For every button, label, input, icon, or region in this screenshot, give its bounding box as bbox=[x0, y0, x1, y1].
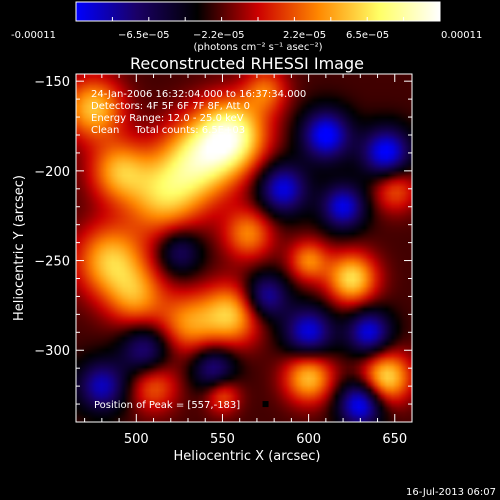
chart-title: Reconstructed RHESSI Image bbox=[130, 54, 364, 73]
annotation-time-range: 24-Jan-2006 16:32:04.000 to 16:37:34.000 bbox=[91, 89, 306, 100]
colorbar-ticks bbox=[75, 17, 441, 21]
y-tick-label: −300 bbox=[34, 344, 70, 359]
y-tick-label: −250 bbox=[34, 255, 70, 270]
x-tick-label: 650 bbox=[382, 432, 407, 447]
x-tick-label: 550 bbox=[210, 432, 235, 447]
peak-position-label: Position of Peak = [557,-183] bbox=[94, 400, 240, 411]
y-tick-label: −150 bbox=[34, 75, 70, 90]
colorbar-tick-label-5: 0.00011 bbox=[441, 30, 482, 41]
colorbar-tick-label-4: 6.5e−05 bbox=[346, 30, 389, 41]
annotation-energy-range: Energy Range: 12.0 - 25.0 keV bbox=[91, 113, 244, 124]
annotation-detectors: Detectors: 4F 5F 6F 7F 8F, Att 0 bbox=[91, 101, 250, 112]
plot-frame bbox=[75, 73, 413, 423]
y-tick-label: −200 bbox=[34, 165, 70, 180]
axis-ticks bbox=[76, 74, 413, 423]
colorbar-tick-label-3: 2.2e−05 bbox=[283, 30, 326, 41]
y-axis-label: Heliocentric Y (arcsec) bbox=[12, 175, 27, 321]
colorbar-tick-label-1: −6.5e−05 bbox=[118, 30, 170, 41]
colorbar-tick-label-0: -0.00011 bbox=[11, 30, 56, 41]
x-axis-label: Heliocentric X (arcsec) bbox=[174, 449, 321, 464]
x-tick-label: 500 bbox=[124, 432, 149, 447]
x-tick-label: 600 bbox=[296, 432, 321, 447]
footer-timestamp: 16-Jul-2013 06:07 bbox=[406, 487, 496, 498]
annotation-clean-counts: Clean Total counts: 6.5E+03 bbox=[91, 125, 245, 136]
peak-marker bbox=[262, 401, 269, 408]
heatmap-image bbox=[76, 74, 412, 422]
colorbar-units-label: (photons cm⁻² s⁻¹ asec⁻²) bbox=[193, 42, 322, 53]
colorbar-tick-label-2: −2.2e−05 bbox=[193, 30, 245, 41]
